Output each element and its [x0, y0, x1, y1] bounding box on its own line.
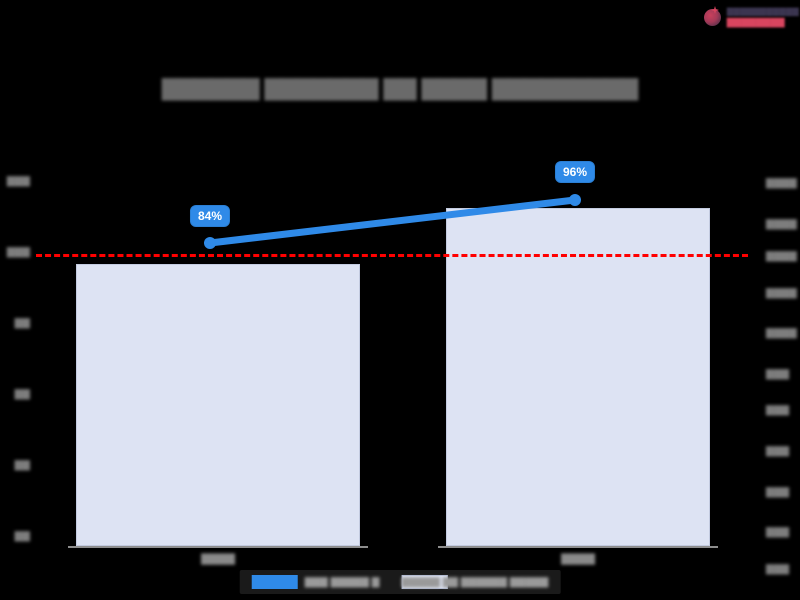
right-tick-2: ▇▇▇▇	[766, 251, 797, 263]
bar-1	[446, 208, 710, 546]
bar-baseline-1	[438, 546, 718, 548]
left-tick-1: ▇▇▇	[6, 247, 30, 259]
right-tick-1: ▇▇▇▇	[766, 218, 797, 230]
left-tick-3: ▇▇	[14, 389, 30, 401]
left-tick-4: ▇▇	[14, 460, 30, 472]
legend-item-bar[interactable]: ▇▇▇▇▇ ▇▇ ▇▇▇▇▇▇ ▇▇▇▇▇	[401, 575, 549, 589]
legend-swatch-line-icon	[251, 575, 298, 589]
bar-0	[76, 264, 360, 546]
left-tick-0: ▇▇▇	[6, 176, 30, 187]
line-series	[204, 194, 581, 249]
line-point-0	[204, 237, 216, 249]
right-tick-6: ▇▇▇	[766, 405, 790, 417]
right-tick-3: ▇▇▇▇	[766, 287, 797, 299]
legend-item-line[interactable]: ▇▇▇ ▇▇▇▇▇ ▇	[251, 575, 380, 589]
legend-swatch-bar-icon	[401, 575, 448, 589]
logo-wordmark: ▇▇▇▇▇▇▇▇▇▇▇ ▇▇▇▇▇▇▇▇	[727, 6, 800, 27]
right-tick-10: ▇▇▇	[766, 563, 790, 575]
threshold-reference-line	[36, 254, 748, 257]
right-tick-4: ▇▇▇▇	[766, 328, 797, 340]
logo-disc-icon	[704, 9, 721, 26]
logo-spark-icon	[711, 6, 719, 14]
legend-label-bar: ▇▇▇▇▇ ▇▇ ▇▇▇▇▇▇ ▇▇▇▇▇	[401, 576, 549, 588]
chart-title: ▇▇▇▇▇▇ ▇▇▇▇▇▇▇ ▇▇ ▇▇▇▇ ▇▇▇▇▇▇▇▇▇	[162, 77, 638, 100]
right-tick-7: ▇▇▇	[766, 446, 790, 458]
legend-label-line: ▇▇▇ ▇▇▇▇▇ ▇	[304, 576, 380, 588]
right-tick-5: ▇▇▇	[766, 368, 790, 380]
left-tick-5: ▇▇	[14, 531, 30, 543]
right-tick-9: ▇▇▇	[766, 527, 790, 539]
category-label-1: ▇▇▇▇	[561, 553, 595, 565]
logo-line-1: ▇▇▇▇▇▇▇▇▇▇▇	[727, 6, 800, 16]
bar-baseline-0	[68, 546, 368, 548]
chart-legend: ▇▇▇ ▇▇▇▇▇ ▇ ▇▇▇▇▇ ▇▇ ▇▇▇▇▇▇ ▇▇▇▇▇	[239, 570, 561, 594]
right-tick-8: ▇▇▇	[766, 486, 790, 498]
chart-plot-area: ▇▇▇ ▇▇▇ ▇▇ ▇▇ ▇▇ ▇▇ ▇▇▇▇ ▇▇▇▇ ▇▇▇▇ ▇▇▇▇ ▇▇▇▇ ▇▇▇ ▇▇…	[7, 140, 797, 575]
left-tick-2: ▇▇	[14, 318, 30, 330]
line-point-1	[569, 194, 581, 206]
right-tick-0: ▇▇▇▇	[766, 178, 797, 190]
category-label-0: ▇▇▇▇	[201, 553, 235, 565]
brand-logo: ▇▇▇▇▇▇▇▇▇▇▇ ▇▇▇▇▇▇▇▇	[702, 4, 799, 30]
data-label-0: 84%	[190, 206, 230, 226]
logo-mark-icon	[702, 6, 724, 28]
logo-line-2: ▇▇▇▇▇▇▇▇	[727, 16, 785, 27]
data-label-1: 96%	[555, 162, 595, 182]
